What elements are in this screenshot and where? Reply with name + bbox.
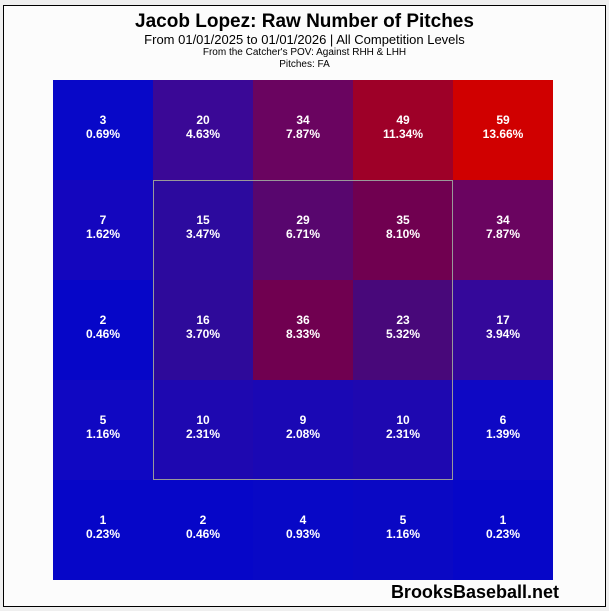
- heatmap-cell: 5 1.16%: [53, 380, 153, 480]
- heatmap-cell: 49 11.34%: [353, 80, 453, 180]
- cell-percent: 0.46%: [85, 327, 121, 341]
- heatmap-cell: 6 1.39%: [453, 380, 553, 480]
- cell-percent: 1.16%: [85, 427, 121, 441]
- cell-percent: 0.93%: [285, 527, 321, 541]
- heatmap-cell: 2 0.46%: [153, 480, 253, 580]
- cell-percent: 8.10%: [385, 227, 421, 241]
- cell-percent: 4.63%: [185, 127, 221, 141]
- heatmap-cell: 59 13.66%: [453, 80, 553, 180]
- heatmap-grid: 3 0.69% 20 4.63% 34 7.87% 49 11.34% 59 13.66% 7 1.6…: [53, 80, 553, 580]
- chart-title: Jacob Lopez: Raw Number of Pitches: [135, 11, 474, 32]
- cell-percent: 0.46%: [185, 527, 221, 541]
- cell-percent: 5.32%: [385, 327, 421, 341]
- brand-watermark: BrooksBaseball.net: [390, 582, 559, 602]
- cell-percent: 3.70%: [185, 327, 221, 341]
- cell-count: 1: [99, 513, 107, 527]
- heatmap-cell: 34 7.87%: [253, 80, 353, 180]
- heatmap-cell: 23 5.32%: [353, 280, 453, 380]
- cell-percent: 1.16%: [385, 527, 421, 541]
- cell-percent: 7.87%: [285, 127, 321, 141]
- heatmap-cell: 10 2.31%: [353, 380, 453, 480]
- cell-percent: 2.31%: [385, 427, 421, 441]
- cell-count: 29: [296, 213, 310, 227]
- heatmap-cell: 2 0.46%: [53, 280, 153, 380]
- cell-percent: 6.71%: [285, 227, 321, 241]
- cell-count: 9: [299, 413, 307, 427]
- cell-count: 2: [199, 513, 207, 527]
- heatmap-cell: 29 6.71%: [253, 180, 353, 280]
- pitches-label: Pitches: FA: [279, 59, 330, 70]
- cell-percent: 3.47%: [185, 227, 221, 241]
- cell-count: 34: [496, 213, 510, 227]
- pov-label: From the Catcher's POV: Against RHH & LH…: [202, 47, 407, 58]
- heatmap-cell: 36 8.33%: [253, 280, 353, 380]
- heatmap-cell: 5 1.16%: [353, 480, 453, 580]
- cell-count: 1: [499, 513, 507, 527]
- cell-count: 4: [299, 513, 307, 527]
- cell-percent: 3.94%: [485, 327, 521, 341]
- cell-count: 15: [196, 213, 210, 227]
- heatmap-cell: 4 0.93%: [253, 480, 353, 580]
- cell-count: 3: [99, 113, 107, 127]
- heatmap-cell: 15 3.47%: [153, 180, 253, 280]
- cell-count: 16: [196, 313, 210, 327]
- cell-percent: 1.62%: [85, 227, 121, 241]
- heatmap-cell: 7 1.62%: [53, 180, 153, 280]
- cell-count: 49: [396, 113, 410, 127]
- heatmap-cell: 35 8.10%: [353, 180, 453, 280]
- heatmap-cell: 17 3.94%: [453, 280, 553, 380]
- cell-percent: 8.33%: [285, 327, 321, 341]
- chart-subtitle: From 01/01/2025 to 01/01/2026 | All Comp…: [144, 32, 465, 47]
- cell-count: 7: [99, 213, 107, 227]
- cell-count: 36: [296, 313, 310, 327]
- cell-count: 35: [396, 213, 410, 227]
- cell-percent: 0.23%: [485, 527, 521, 541]
- heatmap-cell: 20 4.63%: [153, 80, 253, 180]
- cell-count: 17: [496, 313, 510, 327]
- cell-count: 59: [496, 113, 510, 127]
- cell-percent: 7.87%: [485, 227, 521, 241]
- chart-header: Jacob Lopez: Raw Number of Pitches From …: [0, 12, 609, 71]
- cell-count: 5: [99, 413, 107, 427]
- heatmap-cell: 10 2.31%: [153, 380, 253, 480]
- cell-percent: 11.34%: [382, 127, 424, 141]
- cell-percent: 0.69%: [85, 127, 121, 141]
- cell-count: 2: [99, 313, 107, 327]
- cell-percent: 1.39%: [485, 427, 521, 441]
- heatmap-cell: 16 3.70%: [153, 280, 253, 380]
- cell-count: 6: [499, 413, 507, 427]
- heatmap-cell: 3 0.69%: [53, 80, 153, 180]
- heatmap-cell: 9 2.08%: [253, 380, 353, 480]
- cell-count: 10: [396, 413, 410, 427]
- cell-count: 20: [196, 113, 210, 127]
- cell-percent: 0.23%: [85, 527, 121, 541]
- cell-count: 5: [399, 513, 407, 527]
- cell-percent: 2.31%: [185, 427, 221, 441]
- heatmap-cell: 34 7.87%: [453, 180, 553, 280]
- cell-percent: 13.66%: [482, 127, 524, 141]
- heatmap-cell: 1 0.23%: [453, 480, 553, 580]
- cell-count: 23: [396, 313, 410, 327]
- cell-count: 34: [296, 113, 310, 127]
- heatmap-cell: 1 0.23%: [53, 480, 153, 580]
- cell-count: 10: [196, 413, 210, 427]
- cell-percent: 2.08%: [285, 427, 321, 441]
